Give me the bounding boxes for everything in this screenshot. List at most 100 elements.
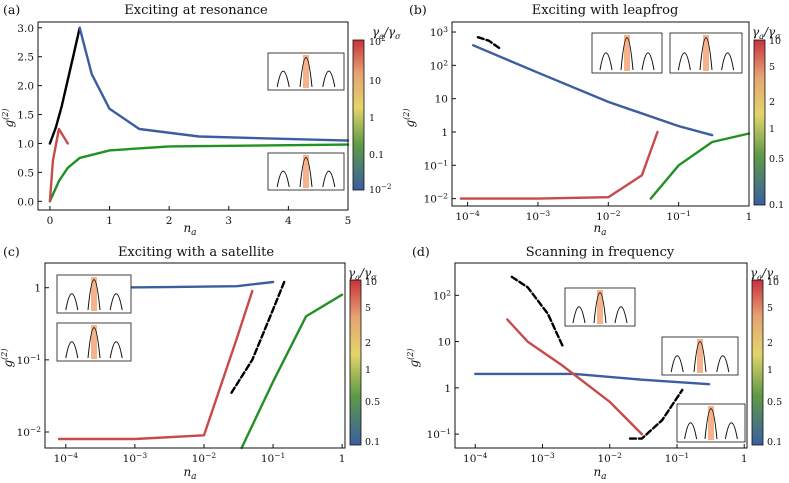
colorbar-tick: 10: [365, 277, 377, 288]
panel-d-colorbar: γa/γσ 10 5 2 1 0.5 0.1: [750, 266, 782, 448]
y-tick-label: 2.5: [17, 52, 34, 64]
y-tick-label: 10−1: [427, 427, 451, 441]
inset-peak: [109, 293, 123, 311]
inset-peak: [65, 341, 79, 359]
series-line: [57, 289, 254, 441]
colorbar-tick: 10: [369, 76, 381, 87]
x-tick-label: 1: [746, 211, 753, 223]
panel-a-ylabel: g(2): [1, 108, 16, 127]
panel-a-label: (a): [3, 2, 20, 17]
colorbar-tick: 1: [365, 365, 371, 376]
panel-d-plot: 10−4 10−3 10−2 10−1 1 10−1 1 10 102: [427, 275, 748, 465]
colorbar-tick: 10: [769, 36, 781, 47]
panel-a-xlabel: na: [183, 221, 196, 238]
panel-b-label: (b): [409, 2, 427, 17]
y-tick-label: 10: [435, 94, 448, 106]
panel-b-xlabel: na: [593, 221, 606, 238]
x-tick-label: 10−4: [455, 209, 480, 223]
x-tick-label: 1: [106, 215, 113, 227]
y-tick-label: 1.5: [17, 110, 34, 122]
x-tick-label: 1: [339, 453, 346, 465]
y-tick-label: 3.0: [17, 23, 34, 35]
colorbar-tick: 2: [767, 338, 773, 349]
inset-peak: [299, 157, 313, 188]
inset-peak: [299, 57, 313, 88]
panel-d-ylabel: g(2): [406, 348, 421, 367]
series-line: [459, 130, 659, 200]
x-tick-label: 10−1: [665, 451, 689, 465]
x-tick-label: 2: [166, 215, 173, 227]
x-tick-label: 0: [47, 215, 54, 227]
colorbar-tick: 2: [365, 338, 371, 349]
inset-peak: [572, 306, 586, 324]
y-tick-label: 1: [441, 127, 448, 139]
x-tick-label: 5: [345, 215, 352, 227]
panel-c-plot: 10−4 10−3 10−2 10−1 1 10−2 10−1 1: [17, 274, 346, 465]
panel-c: (c) Exciting with a satellite 10−4 10−3 10…: [0, 244, 380, 482]
panel-d-xlabel: na: [593, 465, 606, 482]
inset-peak: [322, 70, 336, 88]
inset-peak: [724, 422, 738, 440]
panel-c-label: (c): [3, 244, 20, 259]
panel-a: (a) Exciting at resonance 0 1 2 3 4 5 0.0 0.5 1.…: [1, 2, 401, 238]
inset-peak: [109, 341, 123, 359]
series-line: [48, 143, 350, 203]
panel-b-ylabel: g(2): [402, 108, 417, 127]
y-tick-label: 10−1: [424, 158, 448, 172]
colorbar-tick: 2: [769, 97, 775, 108]
inset-peak: [276, 170, 290, 188]
x-tick-label: 4: [285, 215, 292, 227]
inset-drive-band: [624, 35, 630, 71]
colorbar-tick: 1: [769, 124, 775, 135]
colorbar-tick: 102: [369, 35, 386, 48]
series-line: [472, 44, 714, 137]
inset-peak: [593, 292, 607, 324]
colorbar-tick: 1: [369, 113, 375, 124]
inset-drive-band: [91, 277, 97, 311]
inset-peak: [670, 355, 684, 373]
inset-peak: [322, 170, 336, 188]
series-line: [48, 127, 70, 203]
colorbar-tick: 5: [767, 303, 773, 314]
colorbar-tick: 0.1: [369, 150, 384, 161]
series-line: [230, 278, 287, 394]
y-tick-label: 1: [34, 283, 41, 295]
panel-a-frame: [37, 21, 349, 211]
inset-peak: [677, 52, 691, 71]
x-tick-label: 10−4: [463, 451, 488, 465]
panel-a-plot: 0 1 2 3 4 5 0.0 0.5 1.0 1.5 2.0 2.5 3.0: [17, 23, 351, 227]
inset-drive-band: [697, 339, 703, 373]
x-tick-label: 10−2: [598, 451, 623, 465]
x-tick-label: 10−2: [192, 451, 217, 465]
y-tick-label: 102: [430, 58, 448, 72]
panel-d-label: (d): [412, 244, 430, 259]
x-tick-label: 3: [225, 215, 232, 227]
inset-peak: [721, 52, 735, 71]
x-tick-label: 10−3: [123, 451, 148, 465]
colorbar-tick: 0.5: [767, 397, 782, 408]
series-line: [48, 26, 81, 145]
panel-d-title: Scanning in frequency: [526, 245, 675, 260]
y-tick-label: 2.0: [17, 81, 34, 93]
x-tick-label: 10−4: [54, 451, 79, 465]
series-line: [474, 372, 711, 386]
x-tick-label: 1: [741, 453, 748, 465]
colorbar-tick: 1: [767, 365, 773, 376]
panel-a-colorbar: γa/γσ 102 10 1 0.1 10−2: [352, 25, 401, 196]
y-tick-label: 10−2: [424, 192, 449, 206]
y-tick-label: 10−2: [17, 425, 42, 439]
inset-peak: [641, 52, 655, 71]
inset-peak: [276, 70, 290, 88]
panel-d: (d) Scanning in frequency 10−4 10−3 10−2 10…: [406, 244, 782, 482]
y-tick-label: 1.0: [17, 138, 34, 150]
panel-d-frame: [454, 262, 748, 449]
panel-c-colorbar: γa/γσ 10 5 2 1 0.5 0.1: [348, 266, 380, 448]
inset-drive-band: [91, 325, 97, 359]
inset-drive-band: [708, 406, 714, 440]
y-tick-label: 10−1: [17, 353, 41, 367]
inset-peak: [599, 52, 613, 71]
series-line: [476, 36, 503, 51]
inset-peak: [65, 293, 79, 311]
colorbar-tick: 5: [769, 62, 775, 73]
